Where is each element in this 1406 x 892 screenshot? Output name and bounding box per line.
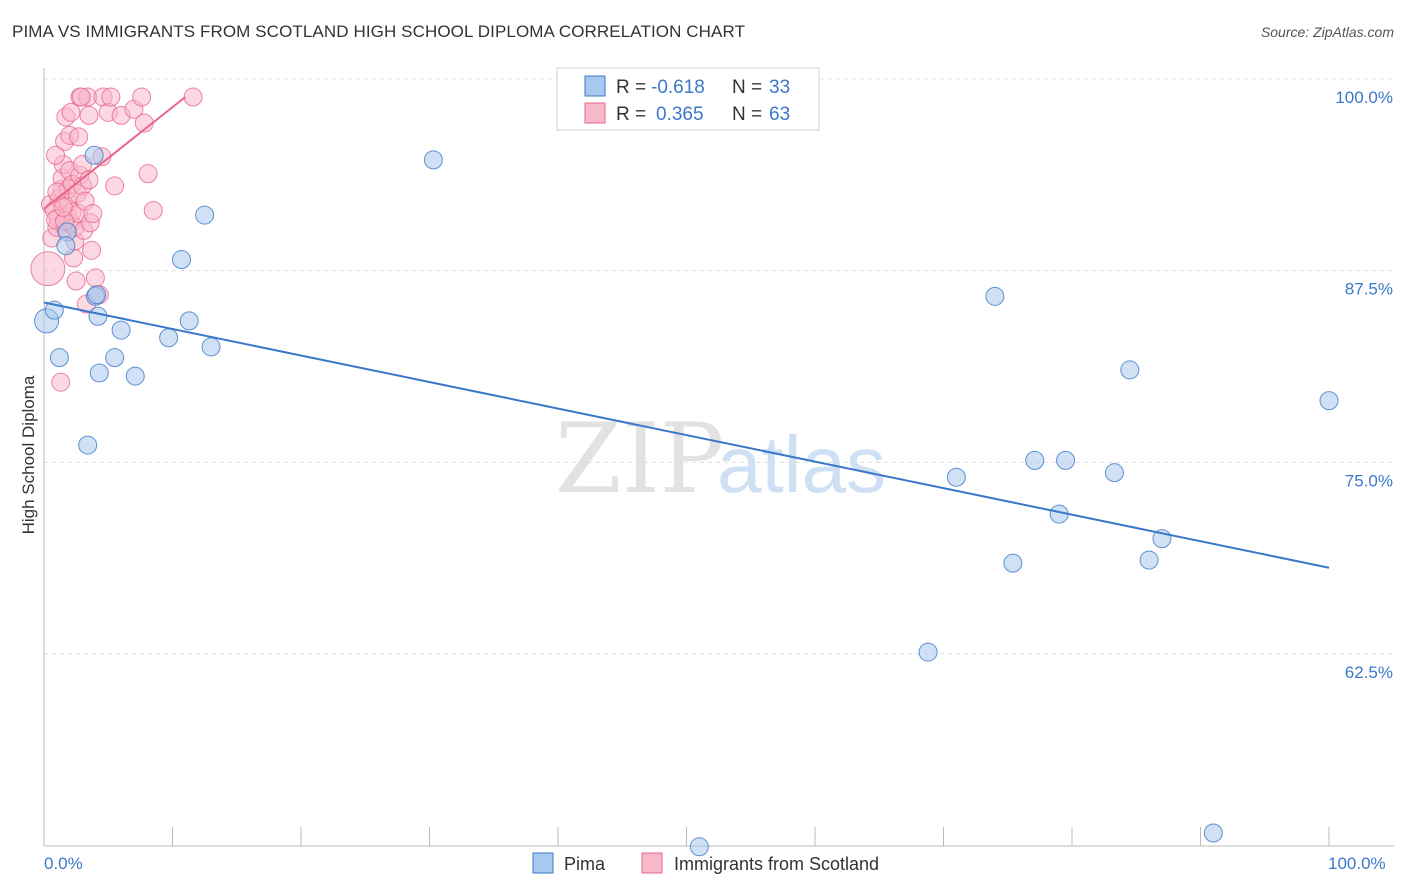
pima-point: [111, 320, 131, 340]
scotland-point: [30, 251, 66, 287]
legend-swatch-pima: [584, 75, 606, 97]
scotland-point: [83, 204, 103, 224]
scotland-point: [138, 164, 158, 184]
pima-point: [1025, 450, 1045, 470]
scotland-point: [132, 87, 152, 107]
pima-point: [201, 337, 221, 357]
pima-point: [918, 642, 938, 662]
x-ticks: [43, 827, 1330, 846]
bottom-legend-label-scotland[interactable]: Immigrants from Scotland: [674, 854, 879, 874]
pima-point: [88, 306, 108, 326]
pima-point: [1104, 463, 1124, 483]
pima-point: [423, 150, 443, 170]
source-label: Source: ZipAtlas.com: [1260, 24, 1394, 40]
x-tick-label-min: 0.0%: [44, 854, 83, 873]
scotland-point: [183, 87, 203, 107]
pima-point: [56, 236, 76, 256]
trend-lines: [43, 96, 1330, 569]
pima-point: [946, 467, 966, 487]
y-axis-label: High School Diploma: [19, 375, 38, 534]
bottom-legend-swatch-pima[interactable]: [532, 852, 554, 874]
legend-r-label-pima: R =: [616, 77, 646, 98]
pima-point: [1003, 553, 1023, 573]
pima-point: [78, 435, 98, 455]
pima-point: [89, 363, 109, 383]
legend-n-value-pima: 33: [769, 77, 790, 98]
scotland-point: [51, 372, 71, 392]
scotland-point: [46, 145, 66, 165]
watermark-atlas: atlas: [717, 420, 886, 509]
pima-trend-line: [43, 301, 1330, 569]
pima-point: [195, 205, 215, 225]
y-tick-label: 100.0%: [1335, 88, 1393, 107]
pima-point: [1120, 360, 1140, 380]
y-tick-labels: 62.5% 75.0% 87.5% 100.0%: [1335, 88, 1393, 682]
legend-n-value-scotland: 63: [769, 104, 790, 125]
legend-r-value-pima: -0.618: [651, 77, 705, 98]
grid-lines: [44, 78, 1394, 655]
watermark-zip: ZIP: [555, 403, 724, 515]
scotland-point: [105, 176, 125, 196]
pima-point: [985, 286, 1005, 306]
bottom-legend-swatch-scotland[interactable]: [641, 852, 663, 874]
scotland-point: [143, 200, 163, 220]
y-tick-label: 75.0%: [1345, 471, 1393, 490]
series-pima-points: [34, 145, 1339, 857]
series-scotland-points: [30, 87, 203, 392]
pima-point: [125, 366, 145, 386]
legend-n-label-pima: N =: [732, 77, 762, 98]
chart-title: PIMA VS IMMIGRANTS FROM SCOTLAND HIGH SC…: [12, 22, 746, 41]
pima-point: [84, 145, 104, 165]
scotland-point: [71, 87, 91, 107]
scotland-point: [53, 197, 73, 217]
pima-point: [689, 837, 709, 857]
legend-swatch-scotland: [584, 102, 606, 124]
legend-n-label-scotland: N =: [732, 104, 762, 125]
bottom-legend-label-pima[interactable]: Pima: [564, 854, 606, 874]
pima-point: [171, 250, 191, 270]
pima-point: [1203, 823, 1223, 843]
pima-point: [1139, 550, 1159, 570]
pima-point: [49, 348, 69, 368]
scotland-point: [101, 87, 121, 107]
x-tick-label-max: 100.0%: [1328, 854, 1386, 873]
scotland-point: [79, 105, 99, 125]
scotland-trend-line: [43, 96, 186, 210]
pima-point: [1319, 391, 1339, 411]
scotland-point: [66, 271, 86, 291]
pima-point: [179, 311, 199, 331]
bottom-legend: Pima Immigrants from Scotland: [532, 852, 879, 874]
y-tick-label: 87.5%: [1345, 280, 1393, 299]
scotland-point: [69, 127, 89, 147]
pima-point: [105, 348, 125, 368]
pima-point: [1056, 450, 1076, 470]
legend-r-label-scotland: R =: [616, 104, 646, 125]
scotland-point: [82, 240, 102, 260]
scotland-point: [85, 268, 105, 288]
legend-r-value-scotland: 0.365: [656, 104, 704, 125]
y-tick-label: 62.5%: [1345, 663, 1393, 682]
pima-point: [159, 328, 179, 348]
stats-legend: R = -0.618 N = 33 R = 0.365 N = 63: [556, 67, 820, 131]
pima-point: [87, 285, 107, 305]
